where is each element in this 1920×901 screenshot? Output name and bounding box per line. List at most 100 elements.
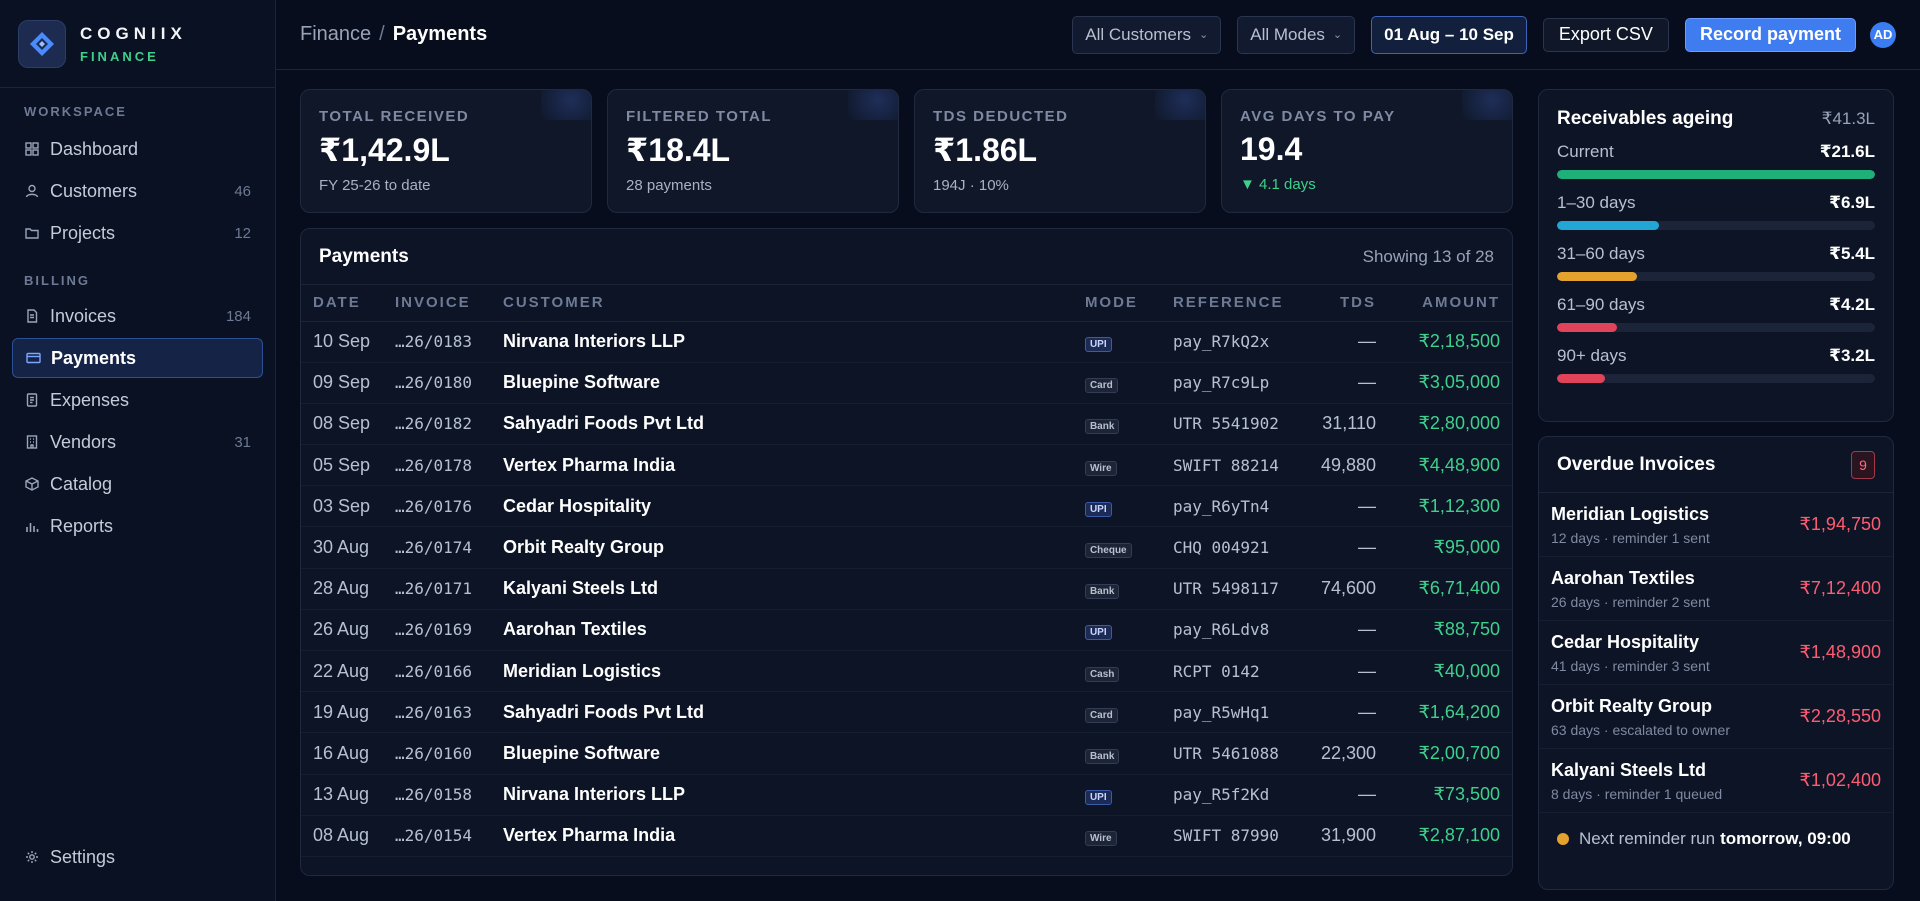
breadcrumb: Finance / Payments (300, 23, 1056, 46)
payments-count: Showing 13 of 28 (1362, 246, 1494, 266)
list-item[interactable]: Cedar Hospitality 41 days · reminder 3 se… (1539, 621, 1893, 685)
avatar[interactable]: AD (1870, 21, 1896, 48)
cell-tds: — (1308, 321, 1388, 363)
sidebar-item-label: Customers (50, 180, 138, 201)
cell-amount: ₹40,000 (1388, 650, 1512, 693)
table-row[interactable]: 08 Aug …26/0154 Vertex Pharma India Wire SWI… (301, 815, 1512, 857)
cell-customer[interactable]: Cedar Hospitality (491, 485, 1073, 528)
table-row[interactable]: 13 Aug …26/0158 Nirvana Interiors LLP UPI pa… (301, 774, 1512, 816)
table-row[interactable]: 16 Aug …26/0160 Bluepine Software Bank UTR 5… (301, 732, 1512, 775)
list-item[interactable]: Orbit Realty Group 63 days · escalated to… (1539, 685, 1893, 749)
ageing-bucket-name: 31–60 days (1557, 244, 1645, 263)
cell-customer[interactable]: Bluepine Software (491, 362, 1073, 404)
sidebar-item-label: Settings (50, 846, 116, 867)
mode-badge: Card (1084, 378, 1118, 394)
table-row[interactable]: 22 Aug …26/0166 Meridian Logistics Cash RCPT… (301, 650, 1512, 693)
payments-title: Payments (319, 245, 409, 267)
overdue-amount: ₹1,02,400 (1799, 770, 1881, 790)
cell-mode: UPI (1072, 321, 1161, 363)
cell-tds: — (1308, 485, 1388, 528)
table-row[interactable]: 03 Sep …26/0176 Cedar Hospitality UPI pay_R6… (301, 485, 1512, 528)
column-header-amount[interactable]: AMOUNT (1388, 285, 1512, 322)
cell-invoice[interactable]: …26/0169 (383, 609, 491, 652)
cell-customer[interactable]: Vertex Pharma India (491, 444, 1073, 487)
sidebar-item-vendors[interactable]: Vendors 31 (12, 422, 263, 462)
ageing-bucket-name: 61–90 days (1557, 295, 1645, 314)
column-header-invoice[interactable]: INVOICE (383, 285, 491, 322)
mode-badge: Bank (1084, 748, 1120, 764)
table-row[interactable]: 05 Sep …26/0178 Vertex Pharma India Wire SWI… (301, 444, 1512, 487)
cell-customer[interactable]: Vertex Pharma India (491, 815, 1073, 857)
record-payment-button[interactable]: Record payment (1684, 17, 1856, 52)
cell-customer[interactable]: Meridian Logistics (491, 650, 1073, 693)
overdue-amount: ₹7,12,400 (1799, 578, 1881, 598)
ageing-bucket: 61–90 days ₹4.2L (1557, 295, 1875, 332)
cell-customer[interactable]: Orbit Realty Group (491, 526, 1073, 569)
cell-invoice[interactable]: …26/0158 (383, 774, 491, 816)
table-row[interactable]: 28 Aug …26/0171 Kalyani Steels Ltd Bank UTR … (301, 568, 1512, 610)
cell-invoice[interactable]: …26/0182 (383, 403, 491, 446)
grid-icon (24, 141, 40, 157)
table-row[interactable]: 08 Sep …26/0182 Sahyadri Foods Pvt Ltd Bank… (301, 403, 1512, 446)
payments-table: DATE INVOICE CUSTOMER MODE REFERENCE TDS… (301, 285, 1512, 857)
cell-invoice[interactable]: …26/0174 (383, 526, 491, 569)
ageing-bucket: 31–60 days ₹5.4L (1557, 244, 1875, 281)
cell-invoice[interactable]: …26/0154 (383, 815, 491, 857)
overdue-customer: Meridian Logistics (1551, 503, 1710, 524)
customers-filter[interactable]: All Customers ⌄ (1072, 15, 1222, 54)
cell-amount: ₹95,000 (1388, 526, 1512, 569)
column-header-date[interactable]: DATE (301, 285, 383, 322)
sidebar-item-payments[interactable]: Payments (12, 338, 263, 378)
column-header-reference[interactable]: REFERENCE (1160, 285, 1309, 322)
cell-invoice[interactable]: …26/0180 (383, 362, 491, 404)
cell-customer[interactable]: Bluepine Software (491, 732, 1073, 775)
table-row[interactable]: 19 Aug …26/0163 Sahyadri Foods Pvt Ltd Card… (301, 691, 1512, 734)
cell-invoice[interactable]: …26/0160 (383, 732, 491, 775)
column-header-tds[interactable]: TDS (1308, 285, 1388, 322)
sidebar-item-catalog[interactable]: Catalog (12, 464, 263, 504)
cell-customer[interactable]: Aarohan Textiles (491, 609, 1073, 652)
sidebar-item-count: 46 (234, 182, 251, 200)
cell-customer[interactable]: Nirvana Interiors LLP (491, 774, 1073, 816)
mode-badge: Cash (1084, 666, 1120, 682)
sidebar-item-projects[interactable]: Projects 12 (12, 213, 263, 253)
mode-badge: Bank (1084, 584, 1120, 600)
cell-invoice[interactable]: …26/0171 (383, 568, 491, 610)
sidebar-item-customers[interactable]: Customers 46 (12, 171, 263, 211)
cell-invoice[interactable]: …26/0166 (383, 650, 491, 693)
cell-invoice[interactable]: …26/0176 (383, 485, 491, 528)
list-item[interactable]: Meridian Logistics 12 days · reminder 1 s… (1539, 493, 1893, 557)
cell-invoice[interactable]: …26/0163 (383, 691, 491, 734)
list-item[interactable]: Aarohan Textiles 26 days · reminder 2 sen… (1539, 557, 1893, 621)
date-range-picker[interactable]: 01 Aug – 10 Sep (1371, 15, 1527, 54)
cell-customer[interactable]: Nirvana Interiors LLP (491, 321, 1073, 363)
cell-invoice[interactable]: …26/0178 (383, 444, 491, 487)
sidebar-item-expenses[interactable]: Expenses (12, 380, 263, 420)
ageing-bucket-name: Current (1557, 142, 1614, 161)
column-header-mode[interactable]: MODE (1072, 285, 1161, 322)
cell-customer[interactable]: Kalyani Steels Ltd (491, 568, 1073, 610)
cell-customer[interactable]: Sahyadri Foods Pvt Ltd (491, 691, 1073, 734)
sidebar-item-dashboard[interactable]: Dashboard (12, 129, 263, 169)
customers-filter-value: All Customers (1085, 24, 1192, 44)
stat-value: ₹1.86L (933, 132, 1038, 168)
sidebar-item-reports[interactable]: Reports (12, 506, 263, 546)
topbar: Finance / Payments All Customers ⌄ All Mode… (276, 0, 1920, 70)
sidebar-item-invoices[interactable]: Invoices 184 (12, 296, 263, 336)
breadcrumb-parent[interactable]: Finance (300, 23, 372, 45)
list-item[interactable]: Kalyani Steels Ltd 8 days · reminder 1 qu… (1539, 749, 1893, 813)
cell-customer[interactable]: Sahyadri Foods Pvt Ltd (491, 403, 1073, 446)
sidebar-item-settings[interactable]: Settings (12, 837, 263, 877)
table-row[interactable]: 26 Aug …26/0169 Aarohan Textiles UPI pay_R6L… (301, 609, 1512, 652)
cell-invoice[interactable]: …26/0183 (383, 321, 491, 363)
table-row[interactable]: 09 Sep …26/0180 Bluepine Software Card pay_R… (301, 362, 1512, 404)
ageing-bucket-value: ₹21.6L (1819, 142, 1875, 161)
table-row[interactable]: 30 Aug …26/0174 Orbit Realty Group Cheque CH… (301, 526, 1512, 569)
table-row[interactable]: 10 Sep …26/0183 Nirvana Interiors LLP UPI pa… (301, 321, 1512, 363)
modes-filter[interactable]: All Modes ⌄ (1237, 15, 1356, 54)
export-csv-button[interactable]: Export CSV (1542, 17, 1669, 52)
cell-mode: Wire (1072, 815, 1161, 857)
overdue-count-badge: 9 (1851, 450, 1875, 479)
column-header-customer[interactable]: CUSTOMER (491, 285, 1073, 322)
cell-reference: pay_R6Ldv8 (1160, 609, 1309, 652)
